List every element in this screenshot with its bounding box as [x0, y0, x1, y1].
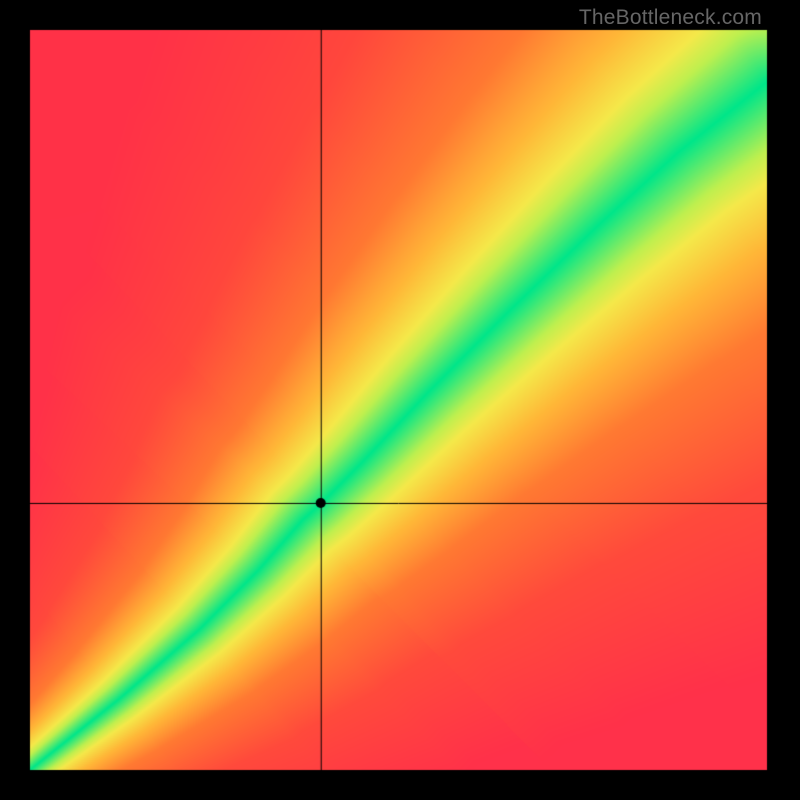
watermark-label: TheBottleneck.com — [579, 6, 762, 30]
heatmap-canvas — [0, 0, 800, 800]
chart-container: TheBottleneck.com — [0, 0, 800, 800]
